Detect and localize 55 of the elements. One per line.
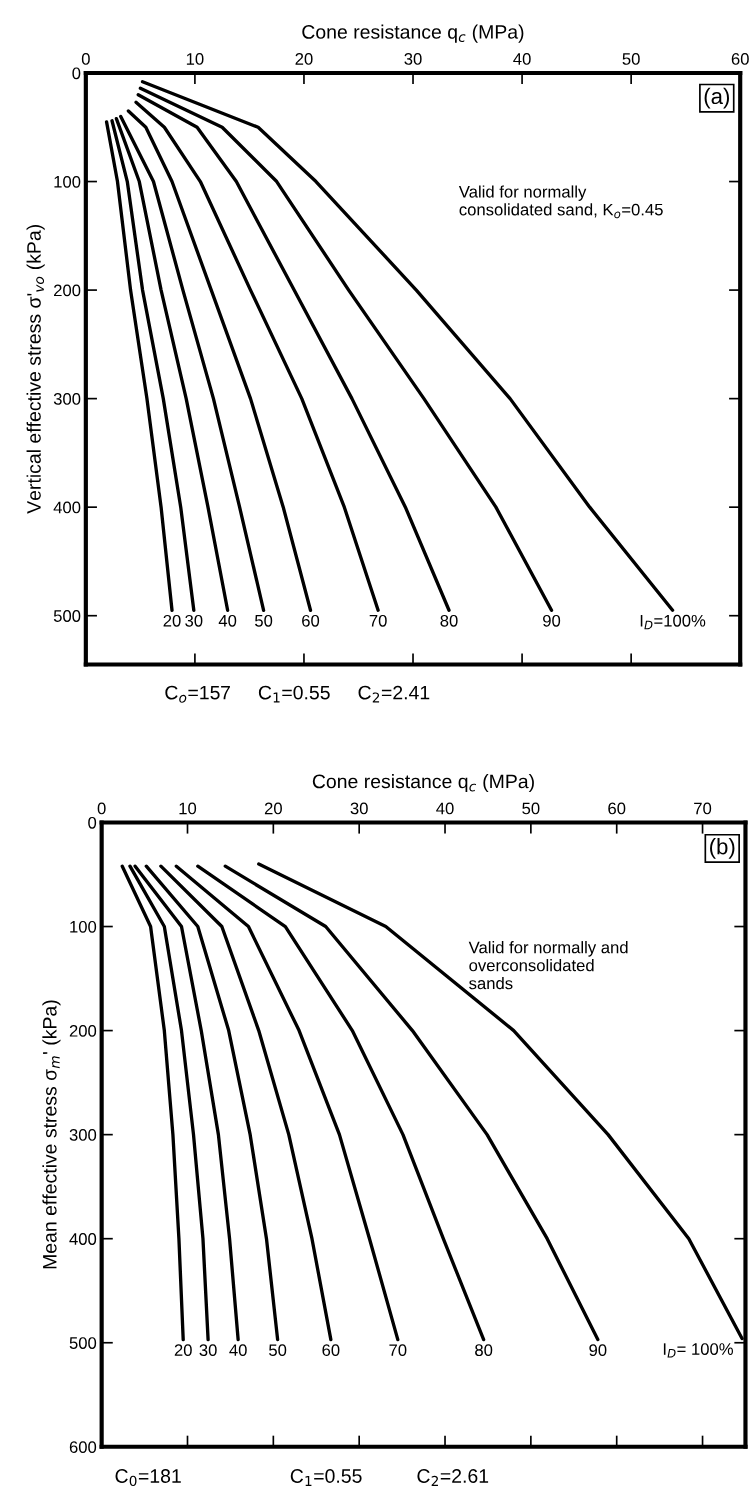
x-tick-label: 10 bbox=[179, 802, 197, 815]
x-tick-label: 30 bbox=[404, 53, 422, 65]
y-tick-label: 300 bbox=[69, 1129, 97, 1141]
series-label: 80 bbox=[440, 614, 458, 627]
series-label: 70 bbox=[369, 614, 387, 627]
x-tick-label: 30 bbox=[350, 802, 368, 815]
text: (b) bbox=[710, 838, 735, 859]
x-tick-label: 70 bbox=[694, 802, 712, 815]
y-tick-label: 200 bbox=[54, 284, 81, 297]
text: C$_{0}$=181 C$_{1}$=0.55 C$_{2}$=2.61 bbox=[115, 1469, 489, 1487]
x-axis-title: Cone resistance q$_{c}$ (MPa) bbox=[302, 24, 524, 43]
annotation: Valid for normally consolidated sand, K$_{o}$=0.45 bbox=[458, 185, 663, 219]
series-label: 50 bbox=[255, 614, 273, 627]
annotation: Valid for normally and overconsolidated sands bbox=[468, 941, 628, 990]
series-label: 40 bbox=[229, 1344, 247, 1357]
y-tick-label: 100 bbox=[54, 175, 81, 188]
y-tick-label: 0 bbox=[88, 816, 97, 829]
y-tick-label: 600 bbox=[69, 1441, 97, 1453]
x-tick-label: 20 bbox=[295, 53, 313, 65]
x-tick-label: 50 bbox=[522, 802, 540, 815]
y-tick-label: 300 bbox=[53, 393, 81, 405]
y-axis-title: Vertical effective stress σ'$_{vo}$ (kPa) bbox=[26, 225, 45, 514]
y-tick-label: 500 bbox=[53, 610, 81, 622]
series-label: 30 bbox=[185, 614, 203, 627]
series-label: 80 bbox=[475, 1344, 493, 1357]
x-tick-label: 40 bbox=[436, 802, 454, 815]
x-tick-label: 40 bbox=[513, 53, 531, 65]
text: C$_{o}$=157 C$_{1}$=0.55 C$_{2}$=2.41 bbox=[165, 685, 430, 703]
series-label: 60 bbox=[302, 614, 320, 627]
y-tick-label: 500 bbox=[69, 1337, 97, 1349]
series-label: 30 bbox=[199, 1344, 217, 1357]
x-tick-label: 50 bbox=[622, 53, 640, 65]
x-tick-label: 60 bbox=[731, 53, 749, 65]
series-label: 60 bbox=[322, 1344, 340, 1357]
y-tick-label: 400 bbox=[69, 1233, 97, 1245]
text: (a) bbox=[704, 87, 730, 109]
series-label: 90 bbox=[543, 614, 561, 627]
x-tick-label: 60 bbox=[608, 802, 626, 815]
series-label: 70 bbox=[389, 1344, 407, 1357]
legend-label: I$_{D}$=100% bbox=[640, 614, 706, 630]
y-axis-title: Mean effective stress σ$_{m}$' (kPa) bbox=[42, 1000, 61, 1269]
y-tick-label: 200 bbox=[69, 1024, 97, 1037]
series-label: 20 bbox=[174, 1344, 192, 1357]
y-tick-label: 400 bbox=[53, 501, 81, 514]
series-label: 90 bbox=[589, 1344, 607, 1357]
x-tick-label: 20 bbox=[264, 802, 282, 815]
x-axis-title: Cone resistance q$_{c}$ (MPa) bbox=[312, 774, 534, 793]
series-label: 20 bbox=[163, 614, 181, 627]
y-tick-label: 100 bbox=[70, 920, 97, 933]
series-label: 50 bbox=[269, 1344, 287, 1357]
x-tick-label: 0 bbox=[97, 802, 106, 815]
series-label: 40 bbox=[218, 614, 237, 627]
y-tick-label: 0 bbox=[72, 67, 81, 80]
legend-label: I$_{D}$= 100% bbox=[663, 1343, 733, 1358]
x-tick-label: 10 bbox=[186, 53, 204, 65]
